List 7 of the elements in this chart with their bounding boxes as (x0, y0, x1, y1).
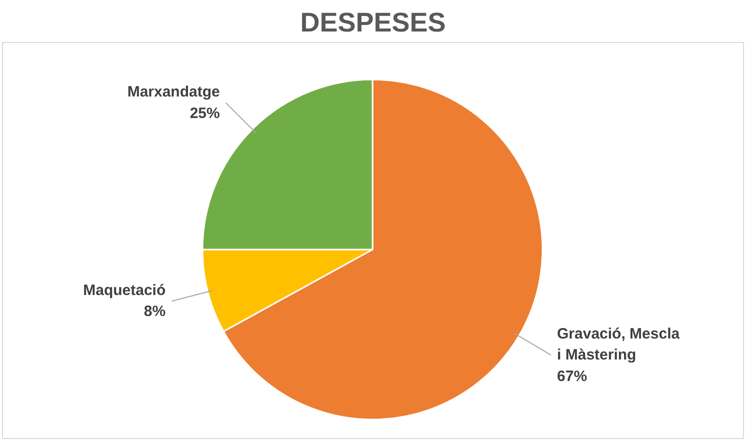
slice-label: Gravació, Mescla i Màstering (557, 325, 680, 364)
chart-title: DESPESES (300, 8, 446, 38)
data-label: 25% (190, 104, 220, 122)
data-label: 8% (144, 303, 166, 320)
slice-label: Maquetació (83, 282, 166, 299)
data-label: 67% (557, 368, 588, 385)
slice-label: Marxandatge (127, 84, 220, 101)
